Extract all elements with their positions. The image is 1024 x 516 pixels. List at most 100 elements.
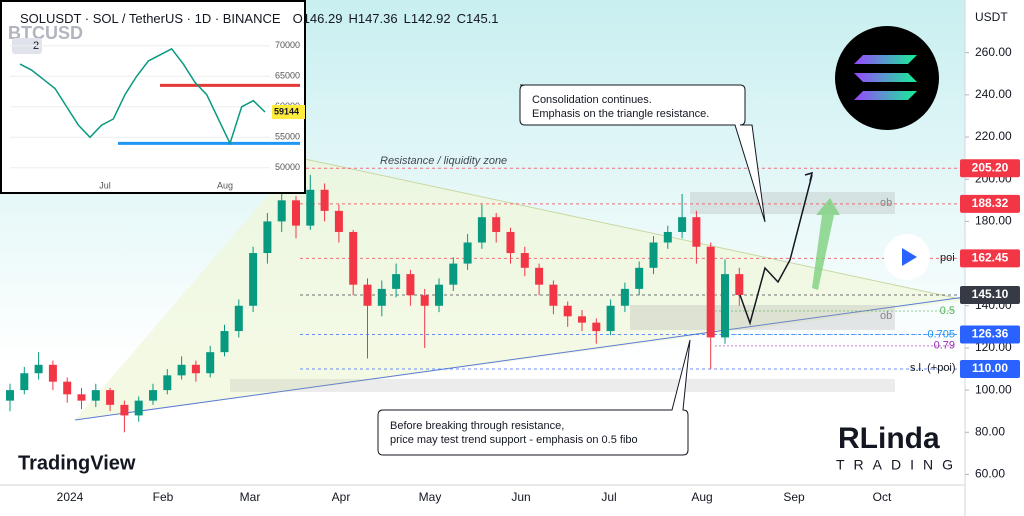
projection-head — [804, 171, 814, 182]
fibo-label: 0.705 — [927, 328, 955, 340]
candle-body — [635, 267, 644, 289]
y-tick-label: 120.00 — [975, 340, 1012, 354]
inset-tick-label: 55000 — [275, 132, 300, 142]
y-tick-label: 220.00 — [975, 129, 1012, 143]
level-tag — [960, 249, 1020, 268]
candle-body — [492, 217, 501, 232]
candle-body — [363, 284, 372, 306]
y-tick-label: 60.00 — [975, 467, 1005, 481]
level-tag — [960, 159, 1020, 178]
candle-body — [149, 390, 157, 401]
candle-body — [706, 246, 715, 338]
candle-body — [6, 390, 14, 401]
symbol: SOLUSDT · SOL / TetherUS · 1D · BINANCE — [20, 11, 281, 26]
candle-body — [420, 295, 429, 306]
annotation: Emphasis on the triangle resistance. — [532, 108, 709, 120]
ohlc-value: 142.92 — [411, 11, 451, 26]
candle-body — [34, 364, 43, 374]
candle-body — [134, 400, 143, 416]
sol-bar — [854, 55, 917, 64]
candle-body — [263, 221, 272, 254]
candle-body — [63, 381, 72, 395]
candle-body — [377, 288, 386, 306]
ob-zone — [630, 305, 895, 330]
x-tick-label: Jun — [511, 490, 530, 504]
x-tick-label: Sep — [783, 490, 805, 504]
logo: TradingView — [18, 452, 136, 474]
x-tick-label: Apr — [332, 490, 351, 504]
projection — [739, 174, 813, 326]
currency: USDT — [975, 10, 1008, 24]
inset-frame — [0, 0, 306, 194]
candle-body — [535, 267, 544, 285]
ob-label: ob — [880, 310, 892, 322]
candle-body — [520, 253, 529, 268]
candle-body — [592, 322, 601, 332]
sl-label: s.l. (+poi) — [910, 362, 956, 374]
candle-body — [606, 305, 615, 332]
ohlc-name: L — [404, 11, 411, 26]
brand-sub: TRADING — [836, 457, 962, 473]
inset-tick-label: 50000 — [275, 162, 300, 172]
inset-symbol: BTCUSD — [8, 23, 83, 43]
annotation: Before breaking through resistance, — [390, 420, 564, 432]
sol-bar — [854, 73, 917, 82]
fibo-label: 0.79 — [934, 340, 955, 352]
x-tick-label: Oct — [873, 490, 892, 504]
candle-body — [220, 331, 229, 353]
callout — [519, 84, 766, 223]
candle-body — [678, 217, 687, 232]
x-tick-label: Mar — [240, 490, 261, 504]
candle-body — [292, 200, 300, 226]
candle-body — [77, 394, 86, 401]
level-tag — [960, 325, 1020, 344]
candle-body — [249, 253, 258, 306]
candle-body — [320, 189, 329, 211]
inset-price — [19, 47, 266, 146]
candle-body — [20, 373, 29, 391]
candle-body — [120, 404, 129, 416]
candle-body — [277, 200, 286, 222]
brand: RLinda — [838, 422, 940, 455]
candle-body — [663, 231, 672, 243]
inset-last-tag — [272, 105, 305, 120]
candle-body — [449, 263, 458, 285]
candle-body — [48, 364, 57, 382]
ohlc-name: O — [293, 11, 303, 26]
x-tick-label: Aug — [691, 490, 712, 504]
y-tick-label: 100.00 — [975, 382, 1012, 396]
header: SOLUSDT · SOL / TetherUS · 1D · BINANCE O… — [20, 11, 499, 26]
level-label: 110.00 — [972, 361, 1008, 375]
resistance-line — [299, 157, 966, 301]
level-tag — [960, 194, 1020, 213]
zone — [230, 379, 895, 392]
fibo-label: 0.5 — [940, 305, 955, 317]
y-tick-label: 180.00 — [975, 214, 1012, 228]
level-label: 188.32 — [972, 196, 1009, 210]
x-tick-label: 2024 — [57, 490, 84, 504]
green-arrow — [812, 198, 840, 290]
y-tick-label: 260.00 — [975, 45, 1012, 59]
sol-bar — [854, 91, 917, 100]
level-tag — [960, 360, 1020, 379]
level-label: 126.36 — [972, 327, 1009, 341]
ob-zone — [690, 192, 895, 214]
candle-body — [435, 284, 443, 306]
play-icon — [902, 248, 917, 266]
candle-body — [349, 231, 358, 285]
level-label: 205.20 — [972, 160, 1009, 174]
candle-body — [106, 390, 115, 405]
candle-body — [406, 274, 415, 296]
ohlc-value: 145.1 — [466, 11, 499, 26]
x-tick-label: May — [419, 490, 442, 504]
inset-x-label: Aug — [217, 180, 233, 190]
annotation: price may test trend support - emphasis … — [390, 434, 638, 446]
inset-x-label: Jul — [99, 180, 111, 190]
candle-body — [91, 390, 100, 401]
candle-body — [506, 231, 515, 254]
y-tick-label: 80.00 — [975, 424, 1005, 438]
candle-body — [735, 274, 744, 296]
candle-body — [578, 316, 586, 323]
x-tick-label: Jul — [601, 490, 616, 504]
